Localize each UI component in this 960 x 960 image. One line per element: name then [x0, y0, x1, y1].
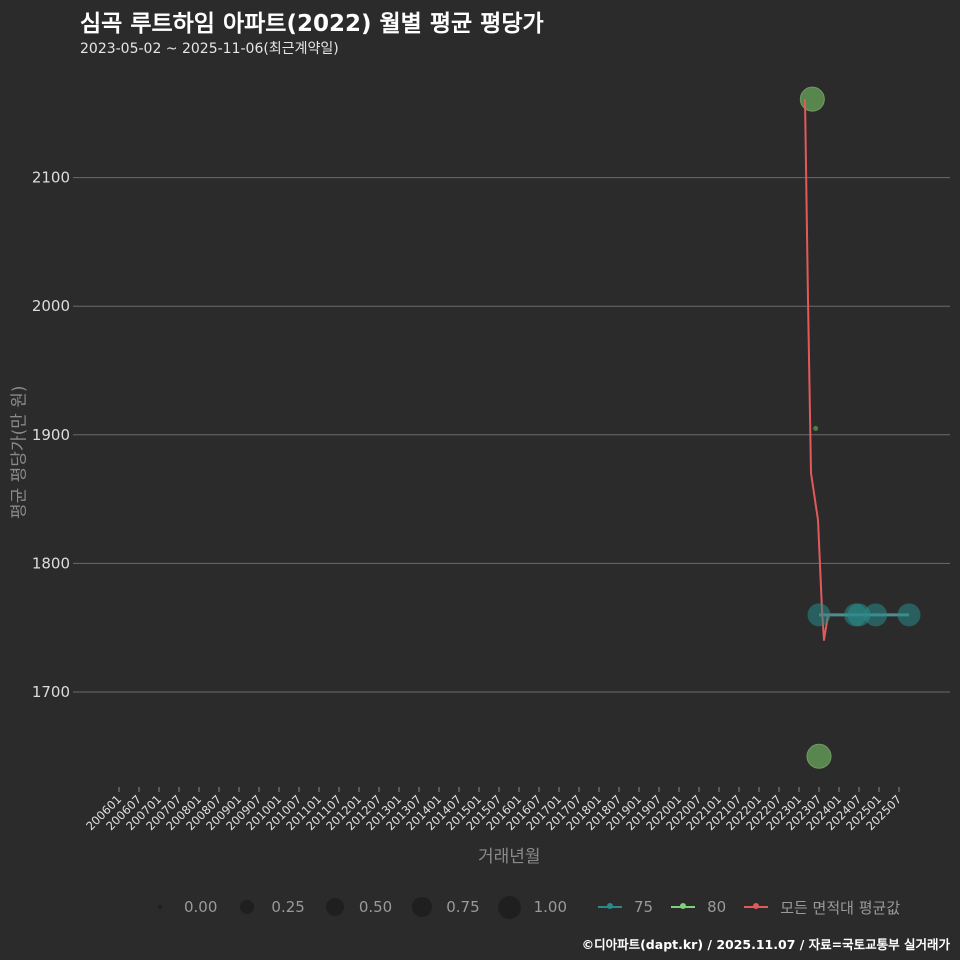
series-legend-item[interactable]: 80 — [671, 898, 726, 916]
size-dot-icon — [412, 897, 433, 917]
chart-title: 심곡 루트하임 아파트(2022) 월별 평균 평당가 — [80, 11, 544, 37]
series-75-point[interactable] — [897, 603, 921, 627]
series-80-point[interactable] — [806, 743, 832, 769]
series-legend-label: 모든 면적대 평균값 — [780, 898, 901, 917]
series-75-point[interactable] — [807, 603, 831, 627]
y-tick-label: 1700 — [32, 683, 70, 701]
y-axis-label: 평균 평당가(만 원) — [9, 385, 30, 519]
y-tick-label: 2000 — [32, 297, 70, 315]
size-legend-item: 0.25 — [235, 898, 305, 916]
size-legend-label: 0.50 — [358, 898, 393, 916]
series-80-point[interactable] — [799, 86, 825, 112]
series-75-point[interactable] — [847, 603, 871, 627]
series-75-point[interactable] — [864, 603, 888, 627]
size-legend-label: 0.00 — [184, 898, 218, 916]
size-legend: 0.00 0.25 0.50 0.75 1.00 — [148, 895, 585, 919]
size-legend-item: 0.50 — [323, 898, 392, 916]
size-legend-label: 0.75 — [446, 898, 480, 916]
y-tick-label: 1900 — [32, 426, 70, 444]
size-legend-item: 0.00 — [148, 898, 217, 916]
line-swatch-icon — [598, 903, 622, 909]
y-tick-label: 1800 — [32, 554, 70, 572]
size-legend-item: 1.00 — [498, 895, 568, 919]
series-80-point[interactable] — [813, 425, 819, 431]
size-dot-icon — [498, 895, 522, 919]
size-legend-item: 0.75 — [410, 897, 480, 917]
series-legend-label: 75 — [634, 898, 654, 916]
size-legend-label: 1.00 — [533, 898, 568, 916]
size-legend-label: 0.25 — [271, 898, 305, 916]
line-swatch-icon — [671, 903, 696, 909]
series-legend-item[interactable]: 모든 면적대 평균값 — [744, 897, 900, 918]
y-tick-label: 2100 — [32, 169, 70, 187]
series-legend-item[interactable]: 75 — [598, 898, 653, 916]
series-legend-label: 80 — [707, 898, 727, 916]
chart-subtitle: 2023-05-02 ~ 2025-11-06(최근계약일) — [80, 41, 339, 57]
source-caption: ©디아파트(dapt.kr) / 2025.11.07 / 자료=국토교통부 실… — [581, 937, 950, 952]
size-dot-icon — [325, 898, 344, 916]
size-dot-icon — [158, 905, 162, 909]
size-dot-icon — [240, 900, 255, 914]
series-avg-line — [804, 98, 829, 641]
series-legend: 75 80 모든 면적대 평균값 — [598, 895, 918, 919]
x-axis-label: 거래년월 — [478, 847, 541, 867]
line-swatch-icon — [744, 903, 769, 909]
